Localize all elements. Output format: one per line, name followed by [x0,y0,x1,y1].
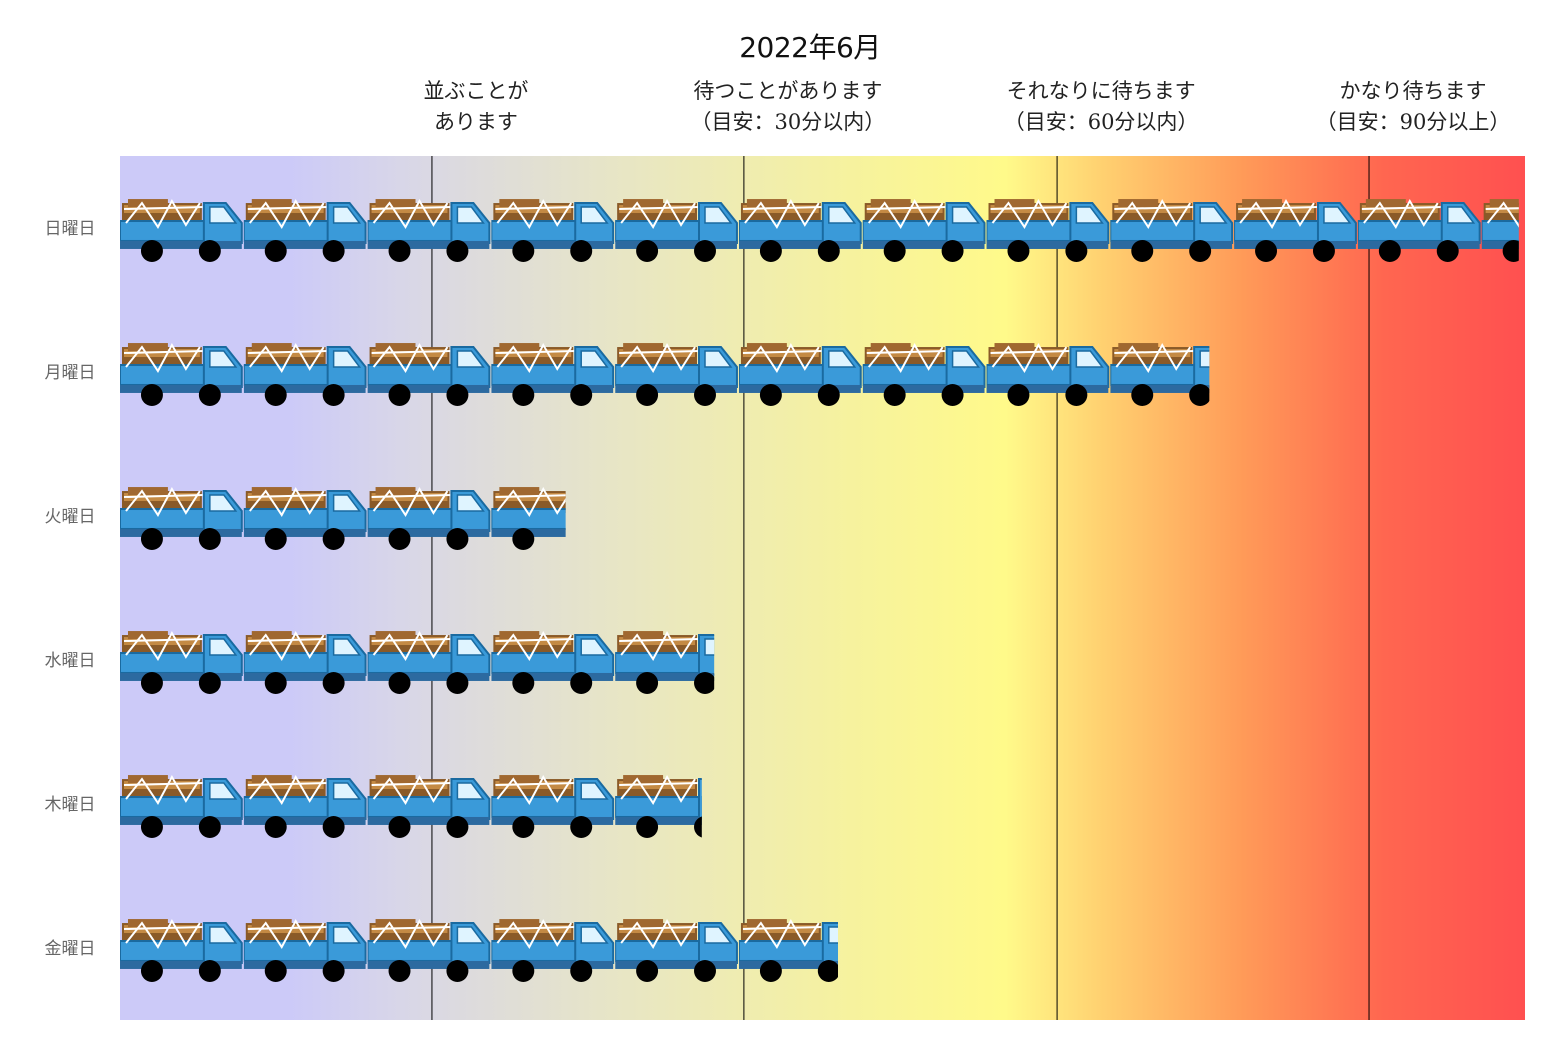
truck-icon [615,630,715,695]
truck-icon [243,342,367,407]
plot-svg [120,156,1519,1020]
bar-2 [120,486,566,551]
zone-label-line: （目安：90分以上） [1315,110,1511,134]
day-label-4: 木曜日 [44,795,96,815]
truck-icon [243,774,367,839]
truck-icon [862,342,986,407]
chart-title: 2022年6月 [739,31,881,64]
zone-dividers [431,156,1370,1020]
truck-icon [1110,198,1234,263]
day-label-2: 火曜日 [44,507,96,527]
truck-icon [491,630,615,695]
truck-icon [615,774,702,839]
zone-label-line: （目安：30分以内） [690,110,886,134]
zone-label-3: かなり待ちます （目安：90分以上） [1283,76,1543,138]
truck-icon [120,198,243,263]
truck-icon [491,342,615,407]
zone-label-line: 並ぶことが [423,79,529,103]
truck-icon [986,198,1110,263]
truck-icon [120,486,243,551]
truck-icon [367,198,491,263]
day-label-0: 日曜日 [44,219,96,239]
day-label-1: 月曜日 [44,363,96,383]
truck-icon [1481,198,1519,263]
plot-area [120,156,1525,1020]
truck-icon [862,198,986,263]
zone-label-1: 待つことがあります （目安：30分以内） [658,76,918,138]
bar-3 [120,630,715,695]
truck-icon [615,198,738,263]
truck-icon [120,630,243,695]
truck-icon [120,918,243,983]
day-label-3: 水曜日 [44,651,96,671]
zone-label-2: それなりに待ちます （目安：60分以内） [971,76,1231,138]
bar-4 [120,774,702,839]
truck-icon [120,774,243,839]
zone-label-0: 並ぶことが あります [346,76,606,138]
truck-icon [615,918,738,983]
truck-icon [1234,198,1357,263]
truck-icon [243,198,367,263]
truck-icon [367,342,491,407]
bar-5 [120,918,838,983]
zone-label-line: あります [433,110,518,134]
truck-icon [243,486,367,551]
truck-bars [120,198,1519,983]
bar-1 [120,342,1210,407]
zone-label-line: 待つことがあります [693,79,883,103]
day-label-5: 金曜日 [44,939,96,959]
truck-icon [491,918,615,983]
bar-0 [120,198,1519,263]
truck-icon [491,774,615,839]
truck-icon [243,630,367,695]
truck-icon [367,630,491,695]
truck-icon [1110,342,1210,407]
truck-icon [738,918,838,983]
truck-icon [1357,198,1481,263]
truck-icon [243,918,367,983]
truck-icon [491,486,566,551]
zone-label-line: それなりに待ちます [1006,79,1196,103]
truck-icon [986,342,1110,407]
truck-icon [738,342,862,407]
truck-icon [615,342,738,407]
truck-icon [367,918,491,983]
zone-label-line: かなり待ちます [1339,79,1487,103]
zone-label-line: （目安：60分以内） [1003,110,1199,134]
truck-icon [120,342,243,407]
truck-icon [491,198,615,263]
truck-icon [367,486,491,551]
truck-icon [367,774,491,839]
truck-icon [738,198,862,263]
